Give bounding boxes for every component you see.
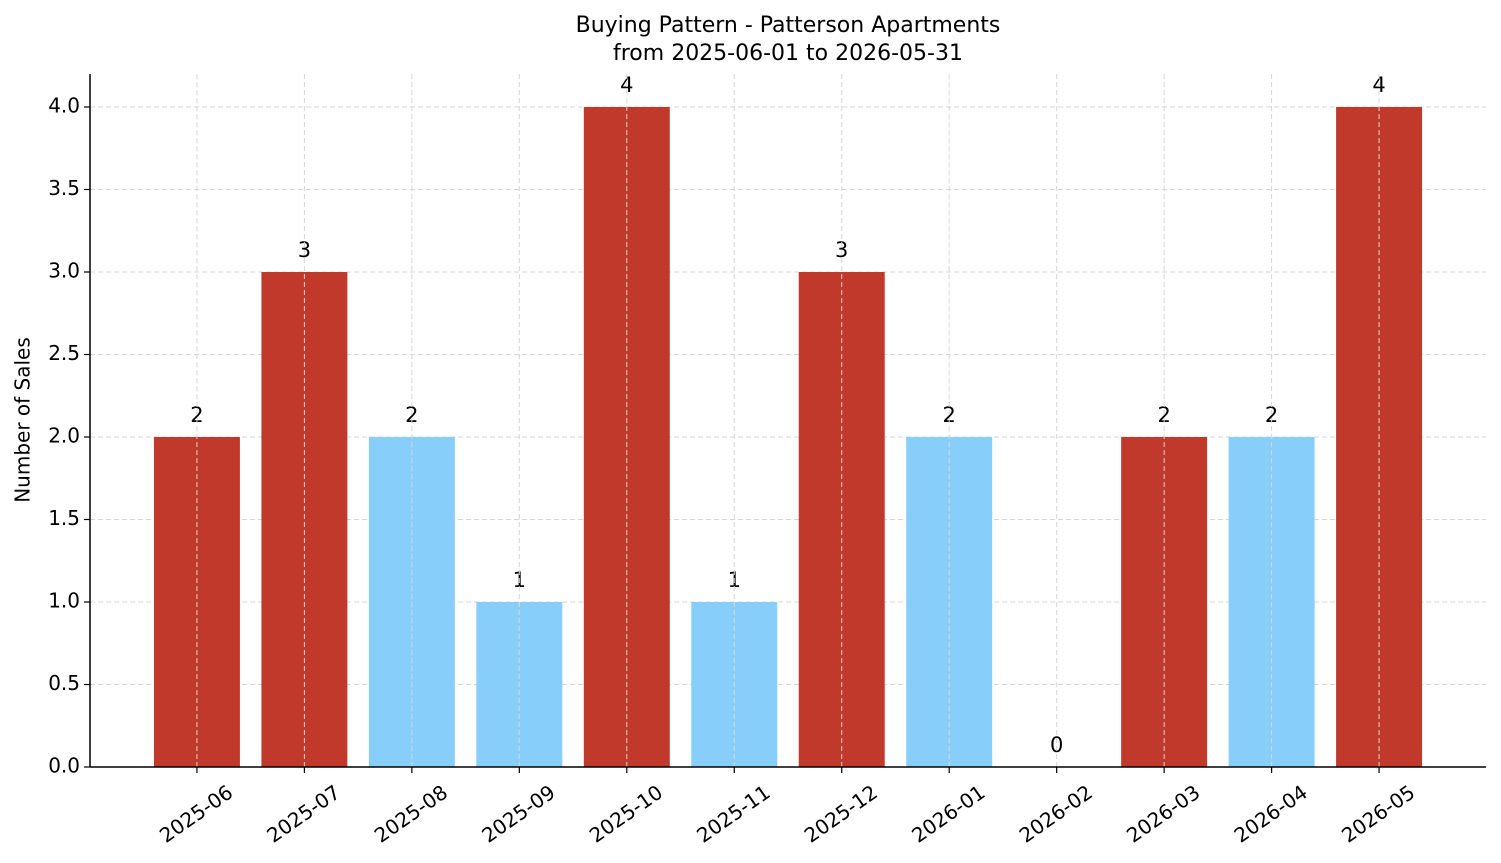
x-tick-label: 2026-02	[1015, 780, 1097, 848]
x-tick-label: 2025-07	[262, 780, 344, 848]
x-tick-label: 2026-03	[1122, 780, 1204, 848]
x-tick-label: 2025-06	[155, 780, 237, 848]
y-tick-label: 4.0	[48, 94, 80, 118]
data-label: 0	[1050, 733, 1063, 757]
x-tick-label: 2026-04	[1230, 780, 1312, 848]
x-tick-label: 2025-12	[800, 780, 882, 848]
x-tick-label: 2025-08	[370, 780, 452, 848]
y-axis-label: Number of Sales	[11, 337, 35, 503]
chart-subtitle: from 2025-06-01 to 2026-05-31	[613, 41, 963, 66]
y-tick-label: 2.5	[48, 341, 80, 365]
x-tick-label: 2025-11	[692, 780, 774, 848]
chart-title: Buying Pattern - Patterson Apartments	[576, 13, 1001, 38]
y-tick-label: 0.0	[48, 754, 80, 778]
y-tick-label: 3.0	[48, 259, 80, 283]
y-tick-label: 0.5	[48, 671, 80, 695]
y-tick-label: 2.0	[48, 424, 80, 448]
x-tick-label: 2025-09	[477, 780, 559, 848]
y-tick-label: 3.5	[48, 176, 80, 200]
x-tick-label: 2026-01	[907, 780, 989, 848]
y-tick-label: 1.5	[48, 506, 80, 530]
x-tick-label: 2026-05	[1337, 780, 1419, 848]
x-tick-label: 2025-10	[585, 780, 667, 848]
y-tick-label: 1.0	[48, 589, 80, 613]
